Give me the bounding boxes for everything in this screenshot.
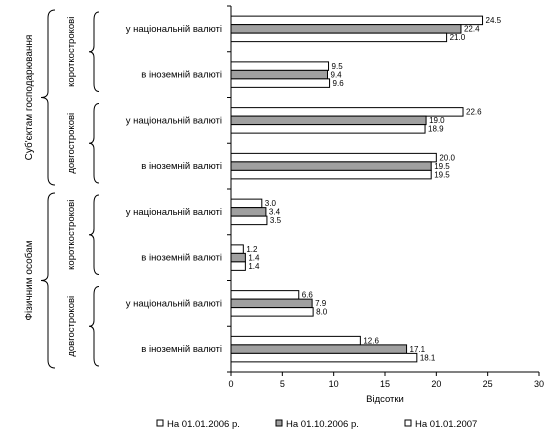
- subgroup-label: короткострокові: [66, 17, 77, 87]
- data-label: 17.1: [410, 345, 426, 354]
- bar: [230, 352, 418, 363]
- data-label: 9.6: [333, 79, 345, 88]
- bar: [230, 69, 329, 80]
- data-label: 19.0: [429, 116, 445, 125]
- category-label: у національній валюті: [126, 24, 222, 35]
- category-label: в іноземній валюті: [141, 253, 222, 264]
- data-label: 22.4: [464, 25, 480, 34]
- data-label: 8.0: [316, 308, 328, 317]
- bracket: [88, 11, 100, 92]
- bracket: [40, 9, 56, 186]
- bar: [230, 161, 432, 171]
- bar: [230, 261, 246, 271]
- bar: [230, 32, 448, 43]
- bar: [230, 335, 361, 346]
- x-axis-title: Відсотки: [366, 394, 404, 405]
- group-brackets: короткострокові довгострокові Суб'єктам го…: [23, 9, 100, 369]
- x-tick-label: 15: [380, 379, 390, 389]
- category-label: у національній валюті: [126, 115, 222, 126]
- x-tick-label: 10: [329, 379, 339, 389]
- data-label: 21.0: [450, 33, 466, 42]
- data-label: 22.6: [466, 108, 482, 117]
- group-label: Фізичним особам: [23, 240, 35, 320]
- data-label: 1.2: [246, 245, 258, 254]
- bar: [230, 207, 267, 217]
- category-label: у національній валюті: [126, 207, 222, 218]
- x-axis: 0 5 10 15 20 25 30 Відсотки: [227, 5, 544, 405]
- subgroup-label: довгострокові: [66, 296, 77, 357]
- bar: [230, 107, 464, 117]
- bar: [230, 198, 263, 209]
- data-label: 12.6: [363, 336, 379, 345]
- category-label: в іноземній валюті: [141, 70, 222, 81]
- bracket: [40, 192, 56, 369]
- bar: [230, 244, 244, 254]
- data-label: 18.9: [428, 125, 444, 134]
- legend: На 01.01.2006 р. На 01.10.2006 р. На 01.01…: [156, 419, 477, 430]
- bar: [230, 124, 426, 134]
- data-label: 1.4: [248, 253, 260, 262]
- data-label: 3.0: [265, 199, 277, 208]
- bar: [230, 24, 462, 34]
- legend-swatch: [275, 419, 283, 427]
- bar: [230, 344, 408, 354]
- bar: [230, 298, 313, 309]
- bar: [230, 78, 331, 88]
- x-tick-label: 5: [280, 379, 285, 389]
- data-label: 7.9: [315, 299, 327, 308]
- bar: [230, 61, 330, 71]
- bracket: [88, 194, 100, 275]
- data-label: 9.4: [331, 70, 343, 79]
- category-label: в іноземній валюті: [141, 344, 222, 355]
- bar: [230, 15, 484, 26]
- legend-swatch: [156, 419, 164, 427]
- data-label: 3.5: [270, 216, 282, 225]
- labels-layer: 24.5 22.421.0 у національній валюті 9.59.49…: [126, 16, 502, 362]
- legend-label: На 01.01.2007: [415, 419, 477, 430]
- legend-swatch: [404, 419, 412, 427]
- bar: [230, 115, 427, 126]
- category-label: у національній валюті: [126, 298, 222, 309]
- data-label: 18.1: [420, 353, 436, 362]
- bar: [230, 169, 432, 180]
- x-tick-label: 20: [431, 379, 441, 389]
- bar: [230, 215, 268, 226]
- data-label: 1.4: [248, 262, 260, 271]
- data-label: 19.5: [434, 170, 450, 179]
- data-label: 9.5: [332, 62, 344, 71]
- data-label: 19.5: [434, 162, 450, 171]
- data-label: 6.6: [302, 291, 314, 300]
- bar: [230, 252, 246, 263]
- bar: [230, 307, 314, 317]
- x-tick-label: 0: [228, 379, 233, 389]
- data-label: 24.5: [486, 16, 502, 25]
- x-tick-label: 30: [534, 379, 544, 389]
- group-label: Суб'єктам господарювання: [23, 35, 35, 161]
- bracket: [88, 103, 100, 184]
- bar: [230, 152, 437, 163]
- subgroup-label: короткострокові: [66, 200, 77, 270]
- bracket: [88, 286, 100, 367]
- legend-label: На 01.01.2006 р.: [167, 419, 240, 430]
- category-label: в іноземній валюті: [141, 161, 222, 172]
- subgroup-label: довгострокові: [66, 113, 77, 174]
- x-tick-label: 25: [483, 379, 493, 389]
- data-label: 3.4: [269, 208, 281, 217]
- legend-label: На 01.10.2006 р.: [286, 419, 359, 430]
- bar: [230, 290, 300, 300]
- bars-layer: [230, 15, 484, 363]
- data-label: 20.0: [439, 153, 455, 162]
